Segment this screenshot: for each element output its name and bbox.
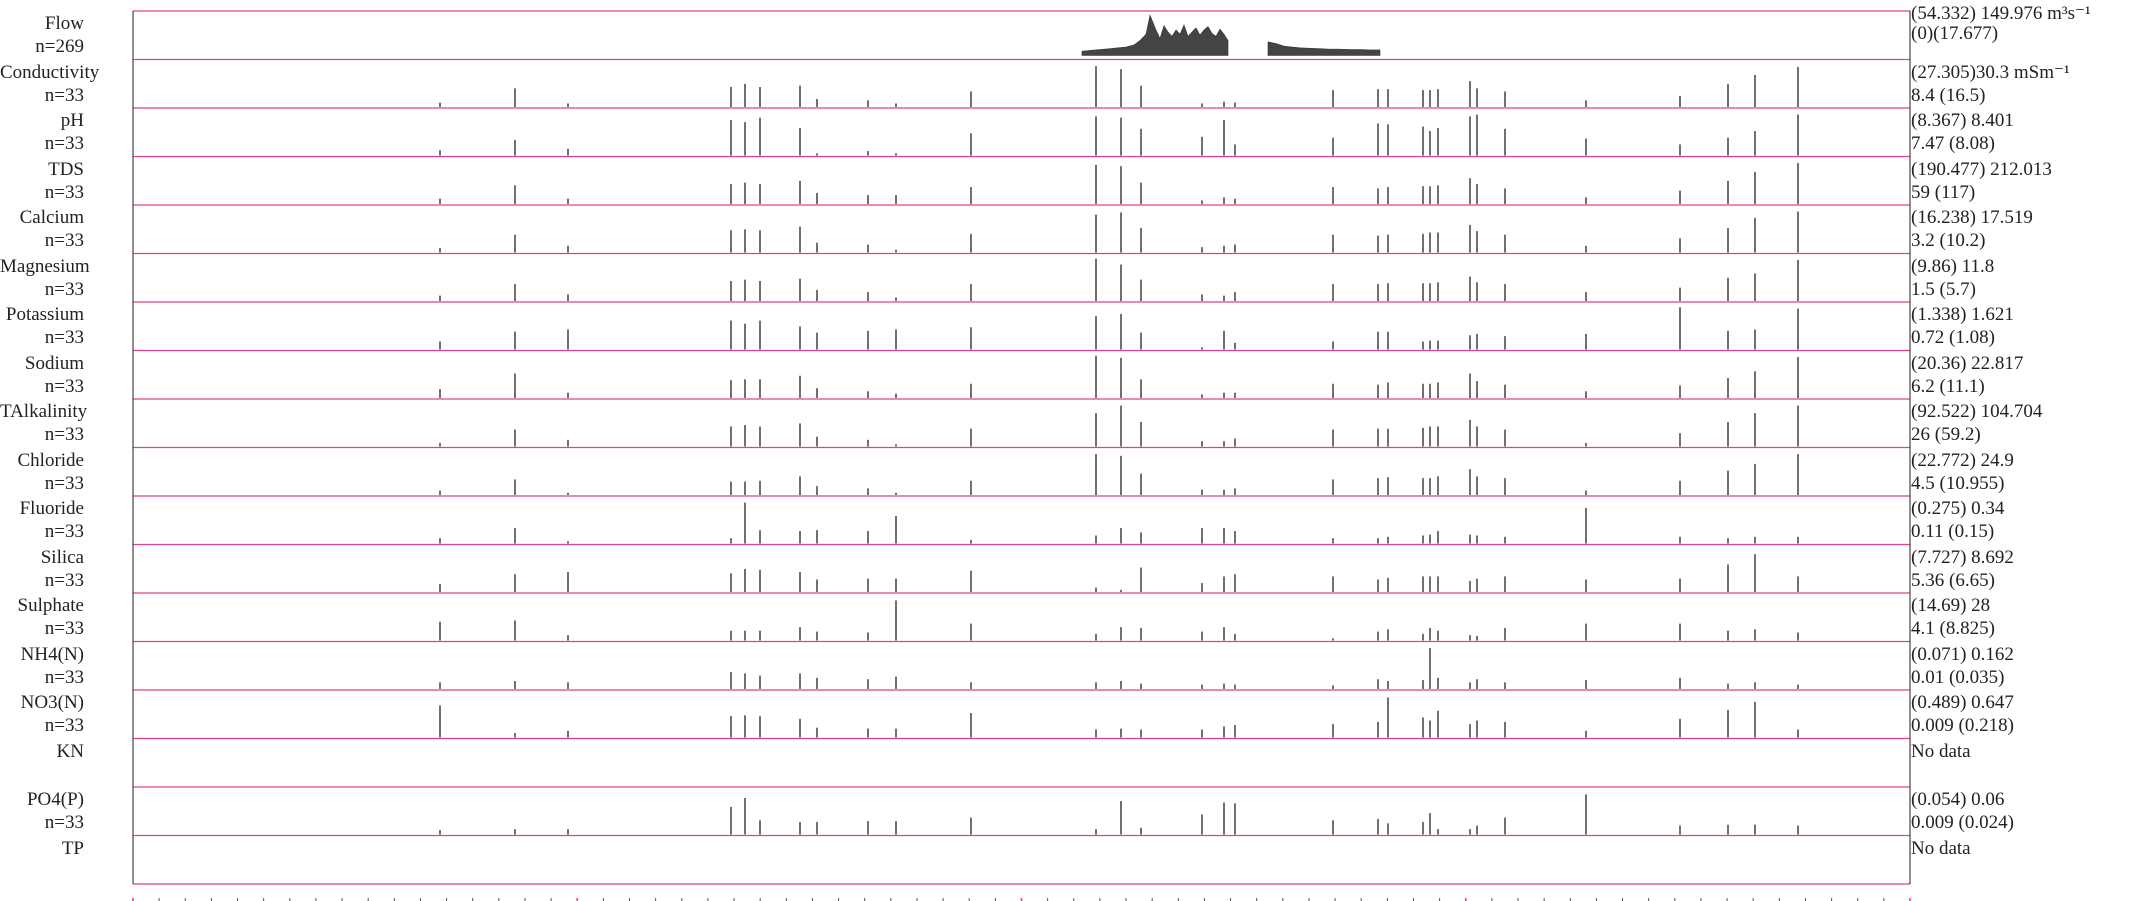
panel-stat-bottom: 6.2 (11.1) xyxy=(1911,375,1985,397)
panel-count: n=33 xyxy=(44,569,84,591)
time-axis xyxy=(132,898,1911,901)
panel-count: n=33 xyxy=(44,618,84,639)
panel-name: Calcium xyxy=(19,207,84,228)
panel-stat-top: (92.522) 104.704 xyxy=(1911,401,2043,422)
panel-name: Sodium xyxy=(24,352,84,374)
panel-name: Potassium xyxy=(5,304,84,325)
panel-stat-top: (16.238) 17.519 xyxy=(1911,207,2033,228)
panel-potassium xyxy=(133,301,1910,350)
panel-count: n=33 xyxy=(44,521,84,542)
panel-fluoride xyxy=(133,495,1910,544)
panel-stat-top: (190.477) 212.013 xyxy=(1911,158,2052,180)
panel-stat-bottom: 4.1 (8.825) xyxy=(1911,618,1995,639)
panel-count: n=33 xyxy=(44,133,84,154)
panel-chloride xyxy=(133,446,1910,495)
panel-name: Chloride xyxy=(17,449,85,471)
panel-stat-top: (27.305)30.3 mSm⁻¹ xyxy=(1911,61,2070,83)
panel-name: NO3(N) xyxy=(20,692,84,713)
panel-name: TP xyxy=(61,837,84,859)
panel-count: n=33 xyxy=(44,375,84,397)
panel-stat-bottom: 7.47 (8.08) xyxy=(1911,133,1995,154)
panel-stat-bottom: 26 (59.2) xyxy=(1911,424,1981,445)
panel-count: n=33 xyxy=(44,666,84,688)
panel-tds xyxy=(133,155,1910,204)
panel-stat-bottom: 59 (117) xyxy=(1911,181,1976,203)
panel-count: n=33 xyxy=(44,278,84,300)
panel-silica xyxy=(133,543,1910,592)
panel-stat-top: (54.332) 149.976 m³s⁻¹ xyxy=(1911,3,2091,24)
panel-sodium xyxy=(133,349,1910,398)
panel-conductivity xyxy=(133,58,1910,107)
panel-stat-top: No data xyxy=(1911,837,1971,859)
panel-nh4-n- xyxy=(133,640,1910,689)
panel-name: pH xyxy=(60,110,84,131)
panel-name: NH4(N) xyxy=(20,643,84,665)
panel-stat-bottom: 4.5 (10.955) xyxy=(1911,472,2005,494)
panel-stat-bottom: 0.01 (0.035) xyxy=(1911,666,2005,688)
panel-stat-top: (9.86) 11.8 xyxy=(1911,255,1995,277)
panel-name: KN xyxy=(56,740,84,762)
panel-count: n=33 xyxy=(44,230,84,251)
panel-count: n=269 xyxy=(35,36,84,57)
panel-name: Magnesium xyxy=(0,255,90,277)
panel-stat-bottom: 5.36 (6.65) xyxy=(1911,569,1995,591)
panel-stat-top: (7.727) 8.692 xyxy=(1911,546,2014,568)
panel-flow xyxy=(133,10,1910,56)
panel-stat-bottom: 3.2 (10.2) xyxy=(1911,230,1986,251)
panel-magnesium xyxy=(133,252,1910,301)
panel-count: n=33 xyxy=(44,715,84,736)
panel-count: n=33 xyxy=(44,327,84,348)
panel-stat-bottom: 0.11 (0.15) xyxy=(1911,521,1995,542)
panel-stat-bottom: 0.72 (1.08) xyxy=(1911,327,1995,348)
panel-stat-bottom: 1.5 (5.7) xyxy=(1911,278,1976,300)
panel-name: Fluoride xyxy=(19,498,84,519)
panel-name: Flow xyxy=(44,13,84,34)
panel-count: n=33 xyxy=(44,84,84,106)
panel-stat-top: No data xyxy=(1911,740,1971,762)
panel-stat-bottom: 0.009 (0.218) xyxy=(1911,715,2014,736)
flow-series xyxy=(1267,41,1381,56)
panel-po4-p- xyxy=(133,786,1910,835)
panel-name: Sulphate xyxy=(17,595,85,616)
panel-count: n=33 xyxy=(44,181,84,203)
panel-stat-bottom: (0)(17.677) xyxy=(1911,23,1999,44)
panel-name: Silica xyxy=(40,546,84,568)
flow-series xyxy=(1081,14,1229,56)
panel-no3-n- xyxy=(133,689,1910,738)
panel-count: n=33 xyxy=(44,812,84,833)
panel-name: TDS xyxy=(48,158,84,180)
panel-name: PO4(P) xyxy=(26,789,84,810)
panel-calcium xyxy=(133,204,1910,253)
panel-stat-top: (0.275) 0.34 xyxy=(1911,498,2005,519)
panel-stat-top: (14.69) 28 xyxy=(1911,595,1991,616)
panel-count: n=33 xyxy=(44,472,84,494)
panel-stat-top: (1.338) 1.621 xyxy=(1911,304,2014,325)
panel-name: TAlkalinity xyxy=(0,401,88,422)
panel-stat-top: (8.367) 8.401 xyxy=(1911,110,2014,131)
panel-sulphate xyxy=(133,592,1910,641)
panel-stat-top: (0.489) 0.647 xyxy=(1911,692,2014,713)
panel-count: n=33 xyxy=(44,424,84,445)
panel-ph xyxy=(133,107,1910,156)
panel-stat-top: (22.772) 24.9 xyxy=(1911,449,2014,471)
panel-stat-top: (20.36) 22.817 xyxy=(1911,352,2024,374)
panel-talkalinity xyxy=(133,398,1910,447)
panel-name: Conductivity xyxy=(0,61,100,83)
panel-stat-bottom: 0.009 (0.024) xyxy=(1911,812,2014,833)
panel-stat-top: (0.054) 0.06 xyxy=(1911,789,2005,810)
panel-stat-top: (0.071) 0.162 xyxy=(1911,643,2014,665)
panel-stat-bottom: 8.4 (16.5) xyxy=(1911,84,1986,106)
